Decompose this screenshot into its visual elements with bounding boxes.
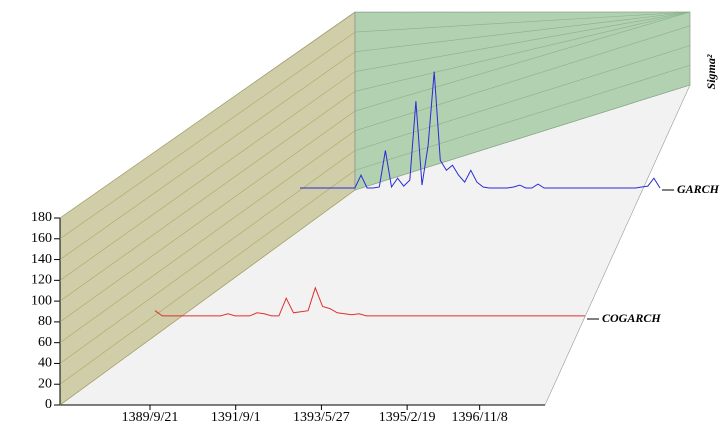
grid-line — [354, 11, 691, 53]
grid-line — [59, 91, 356, 302]
y-tick-label: 140 — [31, 252, 52, 267]
grid-line — [59, 51, 356, 260]
y-tick-label: 80 — [38, 314, 52, 329]
y-axis-label: Sigma² — [704, 54, 718, 89]
grid-line — [59, 110, 356, 323]
grid-line — [354, 11, 691, 92]
grid-line — [354, 11, 691, 72]
legend-label: GARCH — [677, 182, 720, 196]
grid-line — [354, 64, 691, 171]
grid-line — [354, 11, 691, 112]
x-tick-label: 1396/11/8 — [452, 410, 508, 425]
grid-line — [59, 170, 356, 385]
grid-line — [354, 11, 691, 33]
grid-line — [354, 25, 691, 132]
grid-line — [59, 12, 356, 219]
x-tick-label: 1395/2/19 — [379, 410, 436, 425]
y-tick-label: 60 — [38, 335, 52, 350]
grid-line — [59, 31, 356, 240]
series-line — [300, 71, 661, 189]
series-line — [154, 286, 585, 317]
x-tick-label: 1389/9/21 — [122, 410, 179, 425]
grid-line — [59, 150, 356, 364]
grid-line — [59, 71, 356, 281]
grid-line — [59, 130, 356, 343]
y-tick-label: 100 — [31, 293, 52, 308]
y-tick-label: 20 — [38, 376, 52, 391]
x-tick-label: 1391/9/1 — [211, 410, 261, 425]
y-tick-label: 40 — [38, 356, 52, 371]
x-tick-label: 1393/5/27 — [293, 410, 350, 425]
grid-line — [59, 189, 356, 406]
y-tick-label: 120 — [31, 273, 52, 288]
grid-line — [354, 45, 691, 151]
y-tick-label: 180 — [31, 210, 52, 225]
y-tick-label: 160 — [31, 231, 52, 246]
legend-label: COGARCH — [602, 311, 661, 325]
y-tick-label: 0 — [45, 397, 52, 412]
